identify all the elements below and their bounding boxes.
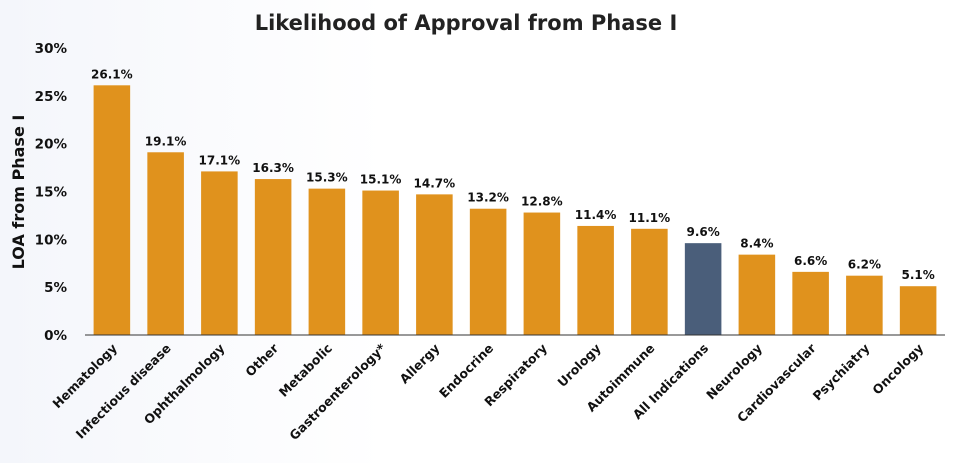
data-label: 6.6% (794, 254, 827, 268)
bar-ophthalmology (201, 171, 238, 335)
bar-hematology (93, 85, 131, 335)
bar-all-indications (684, 243, 722, 335)
y-tick-label: 20% (35, 137, 68, 153)
bar-gastroenterology (362, 190, 399, 335)
data-label: 16.3% (252, 161, 294, 175)
data-label: 26.1% (91, 67, 133, 81)
x-tick-label: Other (242, 340, 282, 380)
data-label: 15.1% (360, 173, 402, 187)
data-label: 11.4% (575, 208, 617, 222)
x-tick-label: Urology (554, 341, 603, 390)
bar-endocrine (469, 208, 507, 335)
y-axis-label: LOA from Phase I (9, 115, 28, 270)
data-label: 11.1% (629, 211, 671, 225)
data-labels-group: 26.1% 19.1% 17.1% 16.3% 15.3% 15.1% 14.7% 13.2%… (91, 67, 935, 282)
data-label: 19.1% (145, 134, 187, 148)
data-label: 8.4% (740, 237, 773, 251)
x-tick-label: Infectious disease (73, 341, 174, 442)
data-label: 13.2% (467, 191, 509, 205)
bar-other (254, 179, 292, 335)
x-tick-label: Oncology (869, 341, 926, 398)
y-tick-label: 30% (35, 41, 68, 57)
bar-allergy (416, 194, 453, 335)
bar-autoimmune (631, 228, 668, 335)
bar-cardiovascular (792, 271, 829, 335)
y-tick-label: 10% (35, 232, 68, 248)
bar-respiratory (523, 212, 561, 335)
y-tick-label: 15% (35, 185, 68, 201)
bar-oncology (899, 286, 937, 335)
data-label: 15.3% (306, 171, 348, 185)
data-label: 12.8% (521, 195, 563, 209)
chart-title: Likelihood of Approval from Phase I (255, 11, 678, 35)
bars-group (93, 85, 937, 335)
data-label: 9.6% (686, 225, 719, 239)
x-tick-label: Psychiatry (810, 341, 873, 404)
bar-metabolic (308, 188, 346, 335)
bar-psychiatry (846, 275, 883, 335)
y-axis: 0% 5% 10% 15% 20% 25% 30% (35, 41, 68, 344)
bar-neurology (738, 254, 776, 335)
data-label: 17.1% (199, 153, 241, 167)
x-tick-label: Metabolic (276, 341, 335, 400)
x-tick-label: Gastroenterology* (286, 340, 389, 443)
data-label: 14.7% (414, 176, 456, 190)
bar-infectious-disease (147, 152, 184, 335)
y-tick-label: 5% (44, 280, 67, 296)
x-tick-label: Allergy (397, 341, 443, 387)
y-tick-label: 0% (44, 328, 67, 344)
data-label: 5.1% (901, 268, 934, 282)
y-tick-label: 25% (35, 89, 68, 105)
data-label: 6.2% (848, 258, 881, 272)
bar-urology (577, 225, 614, 335)
